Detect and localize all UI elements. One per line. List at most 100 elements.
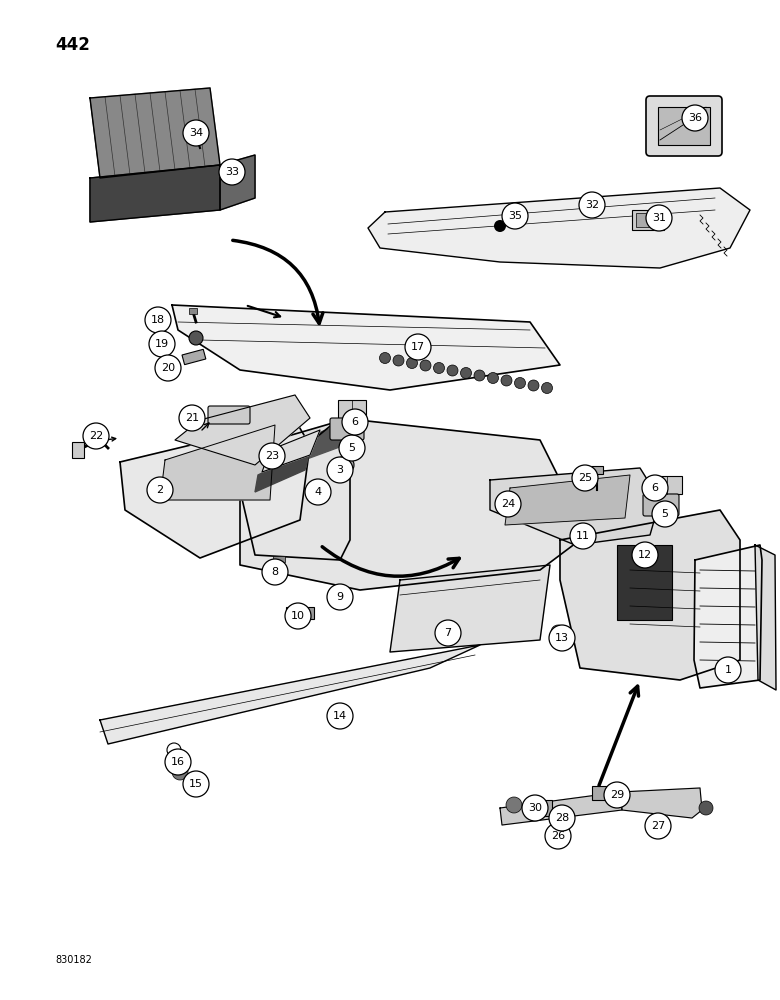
Circle shape [435,620,461,646]
Circle shape [642,475,668,501]
Circle shape [149,331,175,357]
Text: 14: 14 [333,711,347,721]
Polygon shape [175,395,310,465]
Polygon shape [255,422,348,478]
Bar [592,786,612,800]
Circle shape [715,657,741,683]
Text: 20: 20 [161,363,175,373]
Text: 1: 1 [725,665,732,675]
Bar [632,210,664,230]
Text: 33: 33 [225,167,239,177]
Polygon shape [255,450,310,492]
Text: 32: 32 [585,200,599,210]
Bar [182,349,206,365]
Circle shape [327,457,353,483]
Circle shape [155,355,181,381]
Circle shape [405,334,431,360]
Text: 9: 9 [336,592,343,602]
Circle shape [179,405,205,431]
Circle shape [305,479,331,505]
Text: 4: 4 [314,487,321,497]
Polygon shape [240,418,580,590]
Circle shape [494,220,506,232]
Circle shape [189,331,203,345]
Polygon shape [755,545,776,690]
Text: 10: 10 [291,611,305,621]
Circle shape [219,159,245,185]
FancyArrowPatch shape [247,306,280,317]
Bar [636,213,660,227]
Circle shape [406,358,417,368]
Text: 28: 28 [555,813,569,823]
Text: 30: 30 [528,803,542,813]
Circle shape [515,377,526,388]
Text: 8: 8 [271,567,278,577]
Circle shape [645,813,671,839]
Circle shape [83,423,109,449]
Text: 18: 18 [151,315,165,325]
Circle shape [604,782,630,808]
Bar [188,126,200,132]
Text: 21: 21 [185,413,199,423]
Text: 34: 34 [189,128,203,138]
Circle shape [506,797,522,813]
Bar [189,308,197,314]
Polygon shape [90,88,220,178]
Bar [528,800,552,816]
Text: 2: 2 [157,485,164,495]
Circle shape [632,542,658,568]
Polygon shape [100,645,480,744]
Circle shape [579,192,605,218]
Circle shape [528,380,539,391]
FancyBboxPatch shape [643,494,679,516]
Text: 24: 24 [501,499,515,509]
Text: 5: 5 [349,443,356,453]
Circle shape [165,749,191,775]
Circle shape [145,307,171,333]
Polygon shape [620,788,702,818]
Circle shape [327,703,353,729]
FancyBboxPatch shape [646,96,722,156]
Polygon shape [490,468,660,545]
FancyArrowPatch shape [599,686,639,785]
Circle shape [183,771,209,797]
Circle shape [434,362,445,373]
Text: 5: 5 [661,509,668,519]
Text: 3: 3 [336,465,343,475]
Circle shape [501,375,512,386]
Text: 7: 7 [445,628,452,638]
Text: 22: 22 [89,431,103,441]
Circle shape [172,764,188,780]
Bar [617,545,672,620]
Circle shape [147,477,173,503]
Circle shape [183,120,209,146]
Text: 31: 31 [652,213,666,223]
Circle shape [551,625,565,639]
Polygon shape [368,188,750,268]
Circle shape [447,365,458,376]
Text: 36: 36 [688,113,702,123]
Bar [591,466,603,474]
Circle shape [460,367,471,378]
Circle shape [336,456,354,474]
Polygon shape [500,792,622,825]
Bar [273,556,285,562]
Text: 13: 13 [555,633,569,643]
Circle shape [545,823,571,849]
Polygon shape [262,430,320,472]
Bar [658,107,710,145]
FancyArrowPatch shape [202,423,209,430]
Text: 29: 29 [610,790,624,800]
Circle shape [549,805,575,831]
Text: 12: 12 [638,550,652,560]
Text: 35: 35 [508,211,522,221]
Circle shape [587,205,597,215]
Polygon shape [220,155,255,210]
Text: 25: 25 [578,473,592,483]
Circle shape [646,205,672,231]
Circle shape [495,491,521,517]
Polygon shape [120,420,310,558]
Text: 23: 23 [265,451,279,461]
Circle shape [502,203,528,229]
FancyArrowPatch shape [232,240,323,323]
